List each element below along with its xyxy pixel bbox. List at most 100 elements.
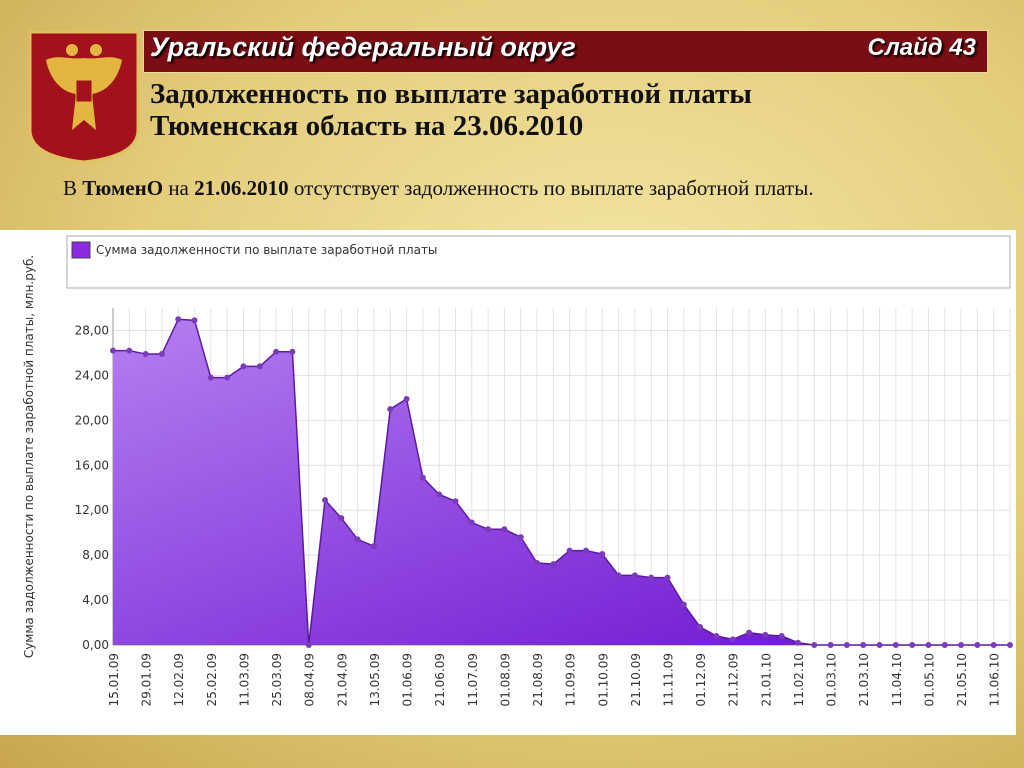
- point: [729, 636, 736, 643]
- title-line: Задолженность по выплате заработной плат…: [150, 78, 752, 110]
- x-tick-label: 21.12.09: [727, 653, 741, 706]
- point: [778, 633, 785, 640]
- region-title: Уральский федеральный округ: [150, 32, 576, 62]
- point: [1007, 642, 1013, 648]
- point: [142, 351, 149, 358]
- x-tick-label: 21.04.09: [335, 653, 349, 706]
- point: [615, 572, 622, 579]
- point: [958, 642, 965, 648]
- x-tick-label: 11.02.10: [792, 653, 806, 706]
- x-tick-label: 01.12.09: [694, 653, 708, 706]
- point: [746, 629, 753, 636]
- note-text: В: [63, 176, 83, 200]
- y-tick-label: 16,00: [75, 458, 109, 472]
- point: [256, 363, 263, 370]
- x-tick-label: 21.08.09: [531, 653, 545, 706]
- header-bar: [143, 30, 988, 73]
- point: [305, 642, 312, 648]
- point: [534, 559, 541, 566]
- point: [126, 347, 133, 354]
- point: [892, 642, 899, 648]
- point: [419, 474, 426, 481]
- x-tick-label: 25.03.09: [270, 653, 284, 706]
- point: [860, 642, 867, 648]
- point: [697, 624, 704, 631]
- emblem: [28, 30, 140, 164]
- point: [403, 395, 410, 402]
- point: [240, 363, 247, 370]
- point: [501, 526, 508, 533]
- point: [517, 534, 524, 541]
- point: [664, 574, 671, 581]
- x-tick-label: 11.04.10: [890, 653, 904, 706]
- point: [175, 316, 182, 323]
- x-tick-label: 01.06.09: [401, 653, 415, 706]
- note-bold: 21.06.2010: [194, 176, 289, 200]
- point: [599, 551, 606, 558]
- x-tick-label: 08.04.09: [303, 653, 317, 706]
- point: [680, 601, 687, 608]
- x-tick-label: 01.10.09: [596, 653, 610, 706]
- x-tick-label: 21.03.10: [857, 653, 871, 706]
- point: [648, 574, 655, 581]
- point: [436, 491, 443, 498]
- note: В ТюменО на 21.06.2010 отсутствует задол…: [57, 174, 917, 202]
- y-tick-label: 12,00: [75, 503, 109, 517]
- point: [207, 374, 214, 381]
- point: [909, 642, 916, 648]
- point: [762, 631, 769, 638]
- point: [925, 642, 932, 648]
- x-tick-label: 21.10.09: [629, 653, 643, 706]
- note-bold: ТюменО: [82, 176, 164, 200]
- x-tick-label: 29.01.09: [140, 653, 154, 706]
- point: [550, 561, 557, 568]
- point: [354, 536, 361, 543]
- point: [582, 547, 589, 554]
- x-tick-label: 15.01.09: [107, 653, 121, 706]
- y-tick-label: 20,00: [75, 413, 109, 427]
- point: [876, 642, 883, 648]
- page-title: Задолженность по выплате заработной плат…: [150, 78, 752, 142]
- point: [941, 642, 948, 648]
- legend-label: Сумма задолженности по выплате заработно…: [96, 243, 437, 257]
- slide-number: Слайд 43: [867, 34, 976, 61]
- note-text: на: [163, 176, 195, 200]
- x-tick-label: 01.08.09: [498, 653, 512, 706]
- point: [273, 348, 280, 355]
- y-tick-label: 28,00: [75, 323, 109, 337]
- point: [468, 519, 475, 526]
- y-tick-label: 24,00: [75, 368, 109, 382]
- x-tick-label: 21.01.10: [759, 653, 773, 706]
- x-tick-label: 12.02.09: [172, 653, 186, 706]
- point: [631, 572, 638, 579]
- point: [224, 374, 231, 381]
- point: [387, 406, 394, 413]
- point: [974, 642, 981, 648]
- x-tick-label: 11.11.09: [662, 653, 676, 706]
- point: [794, 639, 801, 646]
- y-tick-label: 0,00: [82, 638, 109, 652]
- y-tick-label: 4,00: [82, 593, 109, 607]
- x-tick-label: 11.03.09: [237, 653, 251, 706]
- point: [370, 543, 377, 550]
- point: [485, 526, 492, 533]
- x-tick-label: 21.06.09: [433, 653, 447, 706]
- note-text: отсутствует задолженность по выплате зар…: [288, 176, 814, 200]
- point: [338, 515, 345, 522]
- point: [110, 347, 116, 354]
- title-line: Тюменская область на 23.06.2010: [150, 110, 584, 142]
- x-tick-label: 11.09.09: [564, 653, 578, 706]
- point: [990, 642, 997, 648]
- y-axis-label: Сумма задолженности по выплате заработно…: [22, 255, 36, 658]
- point: [827, 642, 834, 648]
- x-tick-label: 11.07.09: [466, 653, 480, 706]
- chart: Сумма задолженности по выплате заработно…: [0, 230, 1016, 735]
- point: [322, 497, 329, 504]
- x-tick-label: 11.06.10: [988, 653, 1002, 706]
- legend-swatch: [71, 241, 91, 259]
- x-tick-label: 01.05.10: [922, 653, 936, 706]
- y-tick-label: 8,00: [82, 548, 109, 562]
- point: [158, 351, 165, 358]
- point: [289, 348, 296, 355]
